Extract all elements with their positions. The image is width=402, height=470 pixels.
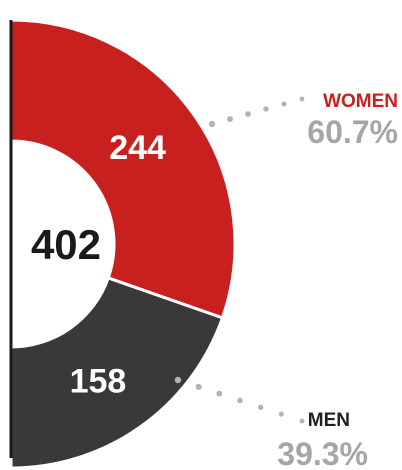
- leader-dot: [263, 106, 269, 112]
- leader-dot: [299, 96, 305, 102]
- leader-dot: [258, 404, 264, 411]
- leader-dot: [245, 111, 251, 117]
- donut-slice-women: [9, 18, 237, 320]
- leader-dot: [299, 418, 305, 424]
- leader-dot: [216, 390, 223, 397]
- slice-value-men: 158: [70, 363, 127, 401]
- leader-dot: [208, 120, 216, 128]
- percent-label-men: 39.3%: [277, 436, 368, 470]
- category-label-women: WOMEN: [323, 91, 398, 112]
- donut-slice-men: [9, 276, 225, 470]
- leader-dot: [278, 411, 284, 417]
- leader-dot: [195, 383, 202, 390]
- category-label-men: MEN: [308, 410, 350, 431]
- leader-dot: [226, 115, 234, 123]
- leader-dot: [281, 101, 287, 107]
- percent-label-women: 60.7%: [307, 114, 398, 150]
- leader-dot: [174, 376, 182, 384]
- total-label: 402: [31, 221, 101, 268]
- leader-dot: [237, 397, 243, 404]
- slice-value-women: 244: [109, 129, 166, 167]
